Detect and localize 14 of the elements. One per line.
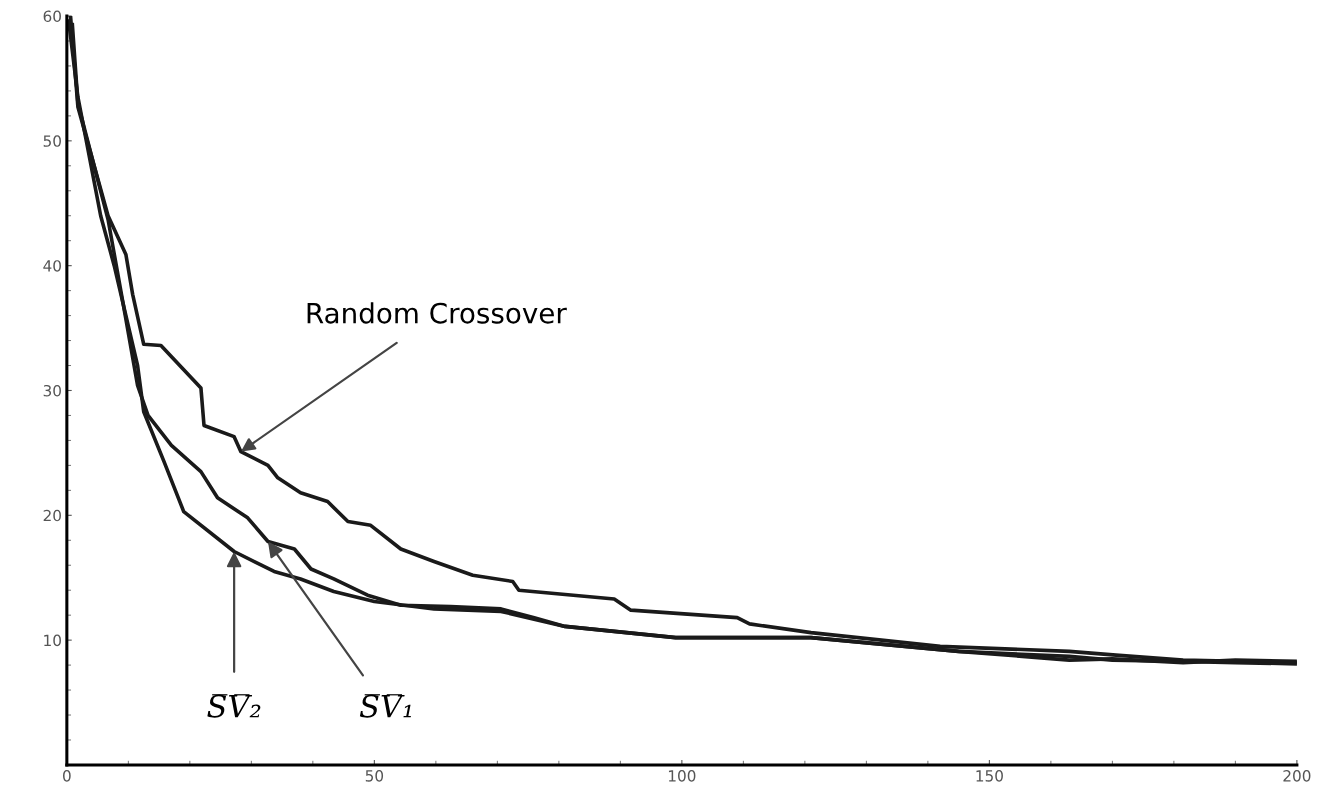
x-tick-label: 0 <box>63 770 71 782</box>
y-tick-label: 60 <box>43 10 61 23</box>
annotation: S̅V̅₂ <box>207 694 261 718</box>
annotation: Random Crossover <box>307 302 567 324</box>
y-tick-label: 20 <box>43 509 61 522</box>
y-tick-label: 10 <box>44 634 61 647</box>
y-tick-label: 30 <box>43 384 61 397</box>
annotation: S̅V̅₁ <box>359 694 411 718</box>
x-tick-label: 150 <box>976 770 1003 782</box>
x-tick-label: 200 <box>1283 770 1311 782</box>
y-tick-label: 50 <box>43 135 61 147</box>
y-tick-label: 40 <box>43 260 61 272</box>
x-tick-label: 50 <box>365 770 384 782</box>
x-tick-label: 100 <box>668 770 696 782</box>
